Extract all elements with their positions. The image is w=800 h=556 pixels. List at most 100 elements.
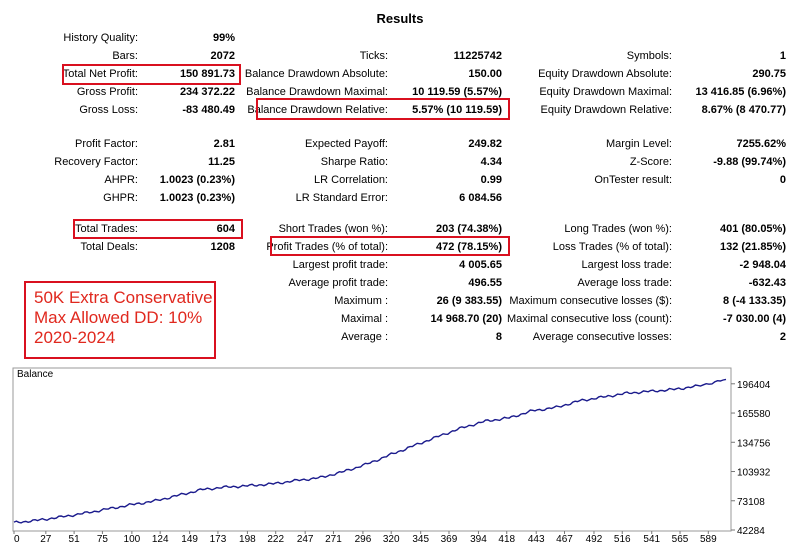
stat-value: 8 (-4 133.35) — [723, 295, 786, 307]
x-tick-label: 589 — [700, 534, 717, 543]
x-tick-label: 320 — [383, 534, 400, 543]
highlight-profit-trades — [270, 236, 510, 256]
stat-value: 2 — [779, 331, 786, 343]
stat-value: 8 — [495, 331, 502, 343]
stat-value: 14 968.70 (20) — [430, 313, 502, 325]
stat-label: Equity Drawdown Maximal: — [539, 86, 672, 98]
stat-value: -2 948.04 — [739, 259, 786, 271]
stat-value: 132 (21.85%) — [719, 241, 786, 253]
x-tick-label: 516 — [614, 534, 631, 543]
x-tick-label: 222 — [267, 534, 284, 543]
stat-value: 0.99 — [480, 174, 502, 186]
stat-value: 1 — [779, 50, 786, 62]
stat-label: Largest loss trade: — [581, 259, 673, 271]
stat-label: GHPR: — [103, 192, 138, 204]
stat-label: Recovery Factor: — [54, 156, 138, 168]
stat-value: 7255.62% — [736, 138, 786, 150]
stat-label: Sharpe Ratio: — [320, 156, 388, 168]
y-tick-label: 103932 — [737, 468, 771, 479]
stat-label: Balance Drawdown Maximal: — [246, 86, 388, 98]
x-tick-label: 345 — [412, 534, 429, 543]
x-tick-label: 271 — [325, 534, 342, 543]
stat-value: -83 480.49 — [182, 104, 235, 116]
stat-label: LR Correlation: — [314, 174, 388, 186]
stat-value: 150.00 — [468, 68, 502, 80]
stat-value: 10 119.59 (5.57%) — [412, 86, 502, 98]
strategy-note: 50K Extra Conservative Max Allowed DD: 1… — [24, 281, 216, 359]
highlight-balance-drawdown-relative — [256, 98, 510, 120]
x-tick-label: 198 — [239, 534, 256, 543]
stat-label: Gross Profit: — [76, 86, 138, 98]
stat-label: Z-Score: — [629, 156, 672, 168]
x-tick-label: 124 — [152, 534, 169, 543]
stat-label: Loss Trades (% of total): — [552, 241, 672, 253]
stat-label: Largest profit trade: — [292, 259, 388, 271]
y-tick-label: 165580 — [737, 409, 771, 420]
stat-value: 6 084.56 — [459, 192, 502, 204]
stat-label: Maximum : — [334, 295, 388, 307]
stat-label: LR Standard Error: — [295, 192, 388, 204]
stat-value: 604 — [216, 223, 235, 235]
stat-value: 1.0023 (0.23%) — [159, 174, 235, 186]
stat-label: Gross Loss: — [79, 104, 138, 116]
stat-label: Balance Drawdown Absolute: — [244, 68, 388, 80]
x-tick-label: 296 — [355, 534, 372, 543]
x-tick-label: 27 — [40, 534, 52, 543]
stat-value: 2072 — [210, 50, 235, 62]
stat-value: 234 372.22 — [179, 86, 235, 98]
stat-label: Symbols: — [626, 50, 672, 62]
y-tick-label: 134756 — [737, 438, 771, 449]
y-tick-label: 73108 — [737, 497, 765, 508]
stat-label: Average consecutive losses: — [532, 331, 672, 343]
x-tick-label: 51 — [69, 534, 81, 543]
stat-label: Short Trades (won %): — [278, 223, 388, 235]
stat-value: 203 (74.38%) — [435, 223, 502, 235]
balance-chart: 196404 165580 134756 103932 73108 42284 0 27 51 7… — [12, 367, 771, 543]
note-line: 2020-2024 — [34, 328, 116, 347]
x-tick-label: 541 — [643, 534, 660, 543]
y-tick-label: 42284 — [737, 526, 765, 537]
highlight-total-trades — [73, 219, 243, 239]
x-tick-label: 418 — [498, 534, 515, 543]
x-tick-label: 443 — [528, 534, 545, 543]
stat-value: 4 005.65 — [459, 259, 502, 271]
stat-value: 5.57% (10 119.59) — [412, 104, 502, 116]
stat-value: -7 030.00 (4) — [723, 313, 786, 325]
stat-label: Long Trades (won %): — [564, 223, 672, 235]
x-tick-label: 100 — [124, 534, 141, 543]
stat-value: 290.75 — [752, 68, 786, 80]
stat-value: -632.43 — [748, 277, 786, 289]
stat-value: 8.67% (8 470.77) — [701, 104, 786, 116]
y-tick-label: 196404 — [737, 380, 771, 391]
stat-value: 11.25 — [208, 156, 235, 168]
stat-value: 0 — [779, 174, 786, 186]
x-tick-label: 247 — [297, 534, 314, 543]
x-tick-label: 75 — [97, 534, 109, 543]
stat-label: Expected Payoff: — [305, 138, 388, 150]
stat-value: -9.88 (99.74%) — [713, 156, 786, 168]
stat-label: Balance Drawdown Relative: — [247, 104, 388, 116]
stat-value: 1.0023 (0.23%) — [159, 192, 235, 204]
stat-value: 11225742 — [453, 50, 502, 62]
stat-label: History Quality: — [63, 32, 138, 44]
stat-label: Maximum consecutive losses ($): — [509, 295, 672, 307]
note-line: 50K Extra Conservative — [34, 288, 213, 307]
x-tick-label: 369 — [441, 534, 458, 543]
stat-value: 13 416.85 (6.96%) — [695, 86, 786, 98]
stat-value: 249.82 — [468, 138, 502, 150]
stat-label: Maximal consecutive loss (count): — [506, 313, 672, 325]
note-line: Max Allowed DD: 10% — [34, 308, 203, 327]
stat-value: 150 891.73 — [179, 68, 235, 80]
stat-value: 472 (78.15%) — [435, 241, 502, 253]
x-tick-label: 0 — [14, 534, 20, 543]
stat-label: Average loss trade: — [577, 277, 672, 289]
x-tick-label: 467 — [556, 534, 573, 543]
stat-label: AHPR: — [104, 174, 138, 186]
stat-value: 26 (9 383.55) — [436, 295, 502, 307]
x-tick-label: 149 — [181, 534, 198, 543]
stat-label: Total Trades: — [75, 223, 138, 235]
stat-label: Equity Drawdown Relative: — [540, 104, 672, 116]
stat-label: Average profit trade: — [288, 277, 388, 289]
stat-value: 4.34 — [480, 156, 502, 168]
stat-label: Bars: — [112, 50, 138, 62]
